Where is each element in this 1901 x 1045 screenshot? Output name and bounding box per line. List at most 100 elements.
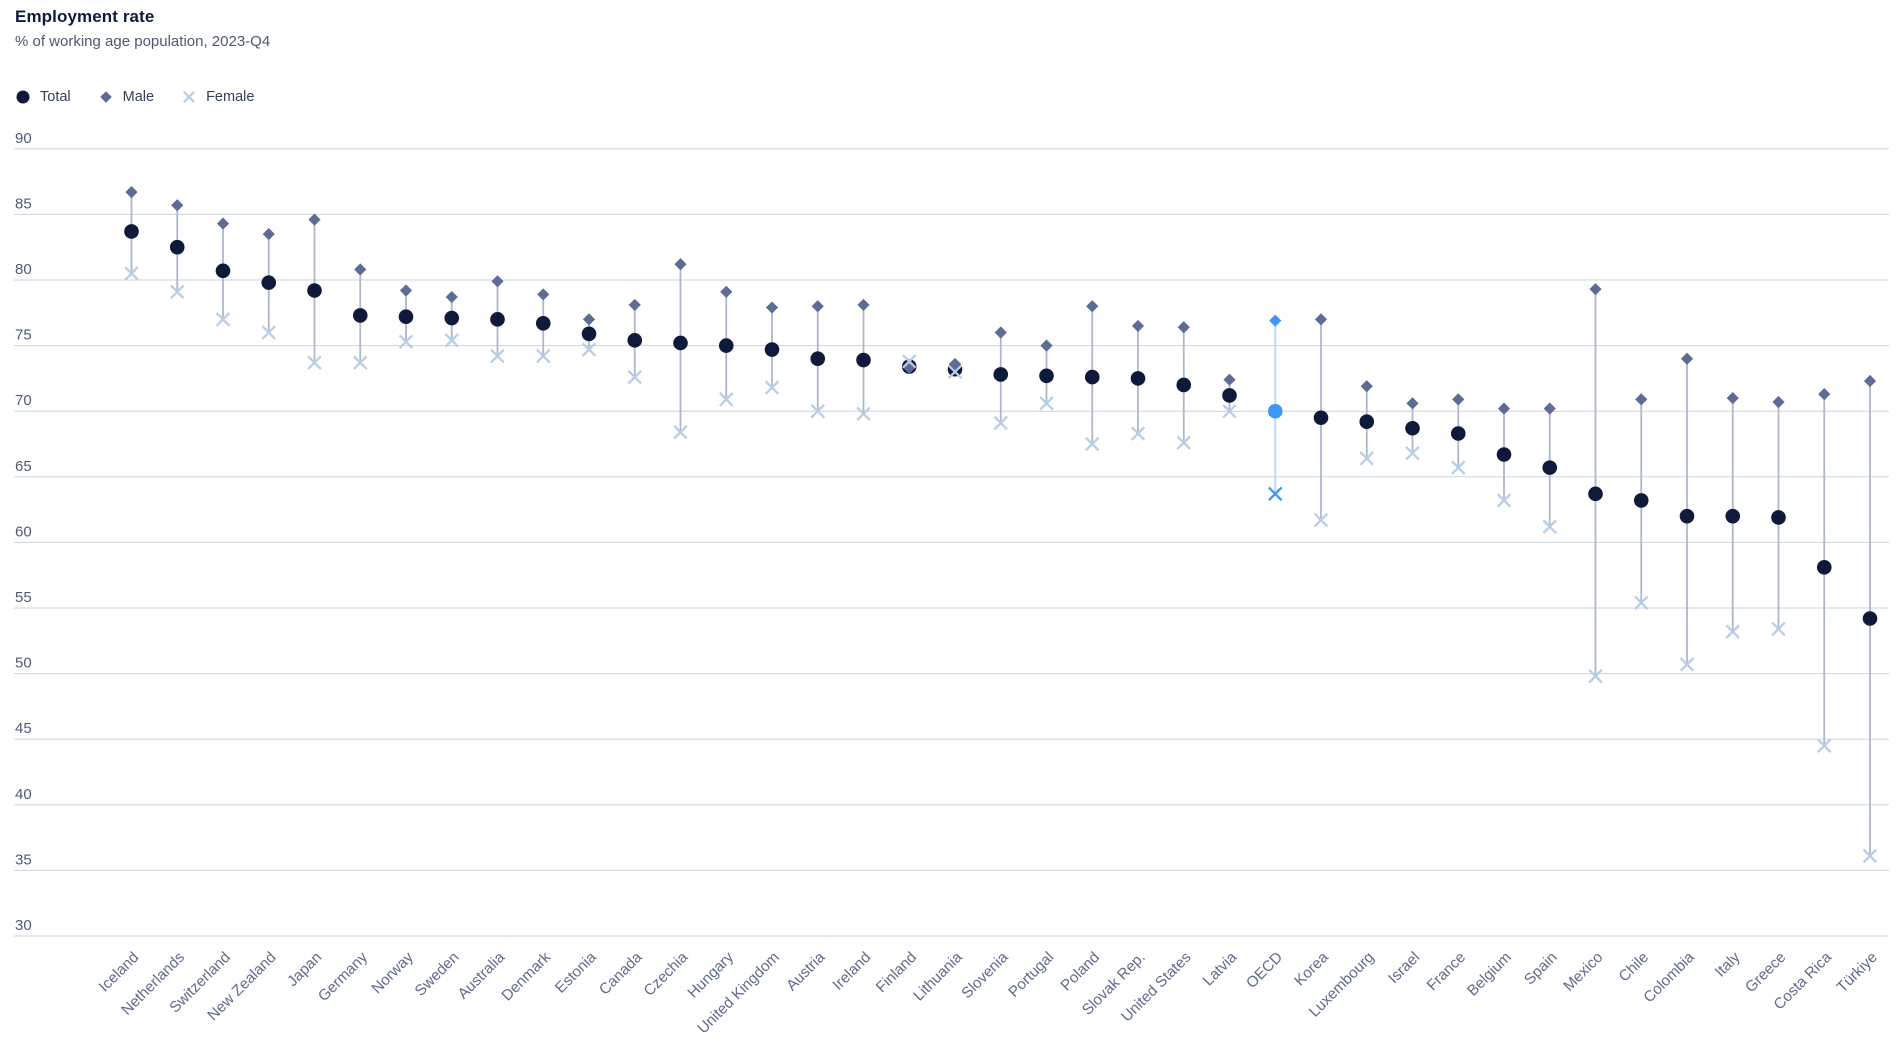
x-tick-label: Colombia bbox=[1640, 948, 1698, 1006]
x-tick-label: Türkiye bbox=[1834, 949, 1881, 996]
series-hungary bbox=[718, 285, 734, 407]
series-chile bbox=[1633, 393, 1649, 610]
male-marker bbox=[1543, 402, 1556, 415]
y-tick-label: 90 bbox=[15, 130, 32, 147]
male-marker bbox=[1360, 380, 1373, 393]
series-portugal bbox=[1039, 339, 1054, 411]
total-marker bbox=[261, 275, 277, 290]
total-marker bbox=[1771, 510, 1786, 525]
male-marker bbox=[1086, 300, 1099, 313]
y-tick-label: 80 bbox=[15, 261, 32, 278]
total-marker bbox=[1176, 377, 1192, 393]
x-tick-label: Portugal bbox=[1005, 949, 1057, 1001]
male-marker bbox=[1269, 314, 1282, 327]
male-marker bbox=[216, 217, 230, 230]
series-austria bbox=[810, 300, 826, 419]
female-marker bbox=[581, 342, 597, 357]
series-united-states bbox=[1176, 321, 1192, 450]
total-marker bbox=[581, 326, 597, 342]
total-marker bbox=[1679, 508, 1695, 524]
legend-x-glyph bbox=[183, 91, 196, 103]
x-tick-label: Germany bbox=[315, 949, 371, 1005]
male-marker bbox=[628, 298, 641, 312]
series-latvia bbox=[1222, 373, 1237, 419]
legend-label-female: Female bbox=[206, 89, 255, 105]
x-tick-label: OECD bbox=[1243, 949, 1286, 992]
male-marker bbox=[491, 275, 504, 288]
male-marker bbox=[1726, 391, 1739, 405]
x-tick-label: France bbox=[1424, 949, 1469, 994]
total-marker bbox=[1405, 420, 1420, 436]
series-t-rkiye bbox=[1862, 374, 1878, 864]
male-marker bbox=[582, 313, 596, 326]
x-tick-label: Israel bbox=[1385, 949, 1423, 987]
male-marker bbox=[948, 357, 962, 371]
series-japan bbox=[307, 213, 322, 370]
male-marker bbox=[1680, 352, 1694, 365]
series-united-kingdom bbox=[764, 301, 780, 395]
female-marker bbox=[1313, 512, 1329, 528]
female-marker bbox=[810, 403, 825, 419]
x-tick-label: Latvia bbox=[1200, 948, 1241, 989]
legend-diamond-glyph bbox=[99, 91, 112, 103]
female-marker bbox=[993, 415, 1008, 431]
male-marker bbox=[765, 301, 779, 314]
x-tick-label: Belgium bbox=[1464, 949, 1515, 1000]
total-marker bbox=[1862, 611, 1878, 626]
x-tick-label: Lithuania bbox=[910, 948, 966, 1004]
chart-title: Employment rate bbox=[15, 7, 155, 26]
female-x-icon bbox=[183, 91, 196, 103]
series-estonia bbox=[581, 313, 597, 357]
gridlines bbox=[14, 148, 1889, 937]
y-tick-label: 30 bbox=[15, 917, 32, 934]
chart-subtitle: % of working age population, 2023-Q4 bbox=[15, 33, 271, 50]
male-marker bbox=[1177, 321, 1190, 334]
female-marker bbox=[536, 348, 551, 364]
series-norway bbox=[398, 284, 414, 349]
female-marker bbox=[490, 348, 505, 364]
male-marker bbox=[125, 185, 138, 199]
series-luxembourg bbox=[1359, 380, 1375, 466]
legend-item-female: Female bbox=[181, 89, 254, 105]
legend-item-total: Total bbox=[15, 89, 71, 105]
series-slovak-rep- bbox=[1130, 319, 1146, 441]
male-marker bbox=[1406, 397, 1419, 410]
y-tick-label: 70 bbox=[15, 392, 32, 409]
male-marker bbox=[811, 300, 824, 313]
total-marker bbox=[307, 283, 322, 298]
female-marker bbox=[902, 354, 917, 369]
chart-legend: Total Male Female bbox=[15, 89, 254, 105]
total-marker bbox=[352, 308, 368, 323]
male-marker bbox=[1863, 374, 1877, 388]
series-spain bbox=[1542, 402, 1558, 534]
series-mexico bbox=[1588, 283, 1603, 684]
total-marker bbox=[1588, 486, 1603, 502]
female-marker bbox=[1039, 396, 1054, 411]
total-marker bbox=[1496, 447, 1512, 462]
female-marker bbox=[1268, 486, 1283, 502]
total-marker bbox=[535, 315, 551, 331]
total-marker bbox=[444, 310, 460, 326]
legend-circle-glyph bbox=[16, 90, 30, 104]
series-lithuania bbox=[947, 357, 963, 380]
x-tick-label: Korea bbox=[1291, 948, 1332, 989]
series-australia bbox=[490, 275, 505, 364]
series-germany bbox=[352, 263, 368, 370]
female-marker bbox=[1588, 669, 1603, 684]
total-marker bbox=[1725, 508, 1741, 524]
series-new-zealand bbox=[261, 227, 277, 340]
female-marker bbox=[1679, 657, 1695, 672]
series-sweden bbox=[444, 290, 460, 348]
total-marker bbox=[993, 367, 1009, 382]
x-tick-label: Slovenia bbox=[958, 948, 1012, 1002]
total-marker bbox=[1039, 368, 1054, 384]
x-tick-label: Canada bbox=[596, 948, 646, 998]
female-marker bbox=[1725, 624, 1740, 639]
total-marker bbox=[1084, 369, 1100, 385]
y-tick-label: 55 bbox=[15, 589, 32, 606]
total-marker bbox=[764, 342, 780, 357]
total-marker bbox=[490, 312, 505, 327]
total-circle-icon bbox=[16, 90, 30, 104]
female-marker bbox=[124, 266, 139, 281]
